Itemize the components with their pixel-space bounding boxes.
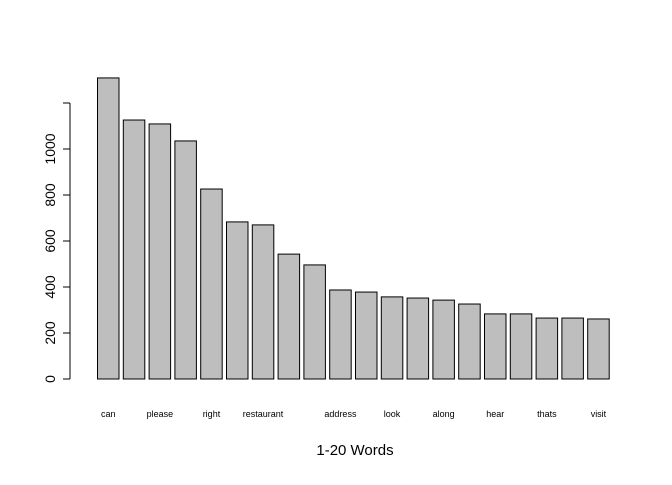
- x-tick-label: address: [324, 409, 357, 419]
- y-tick-label: 1000: [42, 133, 58, 164]
- y-tick-label: 400: [42, 275, 58, 299]
- bar: [277, 253, 301, 380]
- x-tick-label: along: [433, 409, 455, 419]
- bar: [329, 289, 352, 380]
- y-tick-label: 0: [42, 375, 58, 383]
- y-tick-label: 800: [42, 183, 58, 207]
- y-tick-label: 200: [42, 321, 58, 345]
- bar: [174, 140, 197, 380]
- x-tick-label: restaurant: [243, 409, 284, 419]
- bar: [561, 317, 584, 380]
- bar: [509, 313, 533, 380]
- x-tick-label: look: [384, 409, 401, 419]
- bar: [303, 264, 326, 380]
- x-tick-label: can: [101, 409, 116, 419]
- bar: [97, 77, 120, 380]
- bar: [406, 297, 430, 380]
- x-tick-label: right: [203, 409, 221, 419]
- x-tick-label: visit: [591, 409, 607, 419]
- bar: [355, 291, 378, 380]
- bar: [458, 303, 481, 380]
- bar: [251, 224, 275, 380]
- bar: [587, 318, 610, 380]
- bar: [148, 123, 172, 380]
- x-tick-label: hear: [486, 409, 504, 419]
- bar: [122, 119, 146, 380]
- x-tick-label: please: [147, 409, 174, 419]
- bar: [380, 296, 404, 380]
- y-tick-label: 600: [42, 229, 58, 253]
- bar: [535, 317, 559, 380]
- bar: [226, 221, 249, 380]
- x-tick-label: thats: [537, 409, 557, 419]
- bar: [432, 299, 455, 380]
- bar: [200, 188, 223, 380]
- bar: [484, 313, 507, 380]
- x-axis-label: 1-20 Words: [316, 442, 393, 459]
